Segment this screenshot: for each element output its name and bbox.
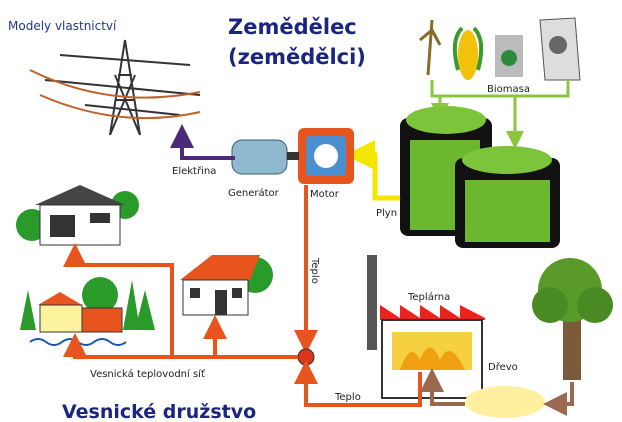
biomass-label: Biomasa [487,84,530,95]
digester [455,146,560,248]
biomass-icons [419,17,581,81]
tree [532,258,613,380]
junction [297,348,315,366]
house [16,185,139,246]
house [180,255,273,316]
wood-arrow [543,382,574,416]
network-label: Vesnická teplovodní síť [90,368,205,380]
network-pipe [63,333,298,359]
wood-pile [465,386,545,418]
heating-plant-label: Teplárna [407,291,450,303]
biomass-line [430,80,570,98]
owner-line1: Zemědělec [228,15,357,39]
footer-title: Vesnické družstvo [62,401,256,422]
heat-plant-label: Teplo [334,392,361,403]
motor-label: Motor [310,189,340,200]
owner-line2: (zemědělci) [228,45,366,69]
power-pylon [29,39,201,136]
electricity-label: Elektřina [172,165,216,177]
heat-motor-label: Teplo [309,257,320,284]
generator-label: Generátor [228,187,280,199]
motor [298,128,354,184]
gas-label: Plyn [376,208,397,219]
header-title: Modely vlastnictví [8,19,117,33]
wood-label: Dřevo [488,361,518,373]
generator [231,139,299,175]
heating-plant [367,255,485,399]
wood-arrow [420,368,465,406]
network-pipe [63,243,174,357]
electricity-arrow [170,124,235,160]
house [20,277,155,346]
gas-arrow [345,140,400,201]
